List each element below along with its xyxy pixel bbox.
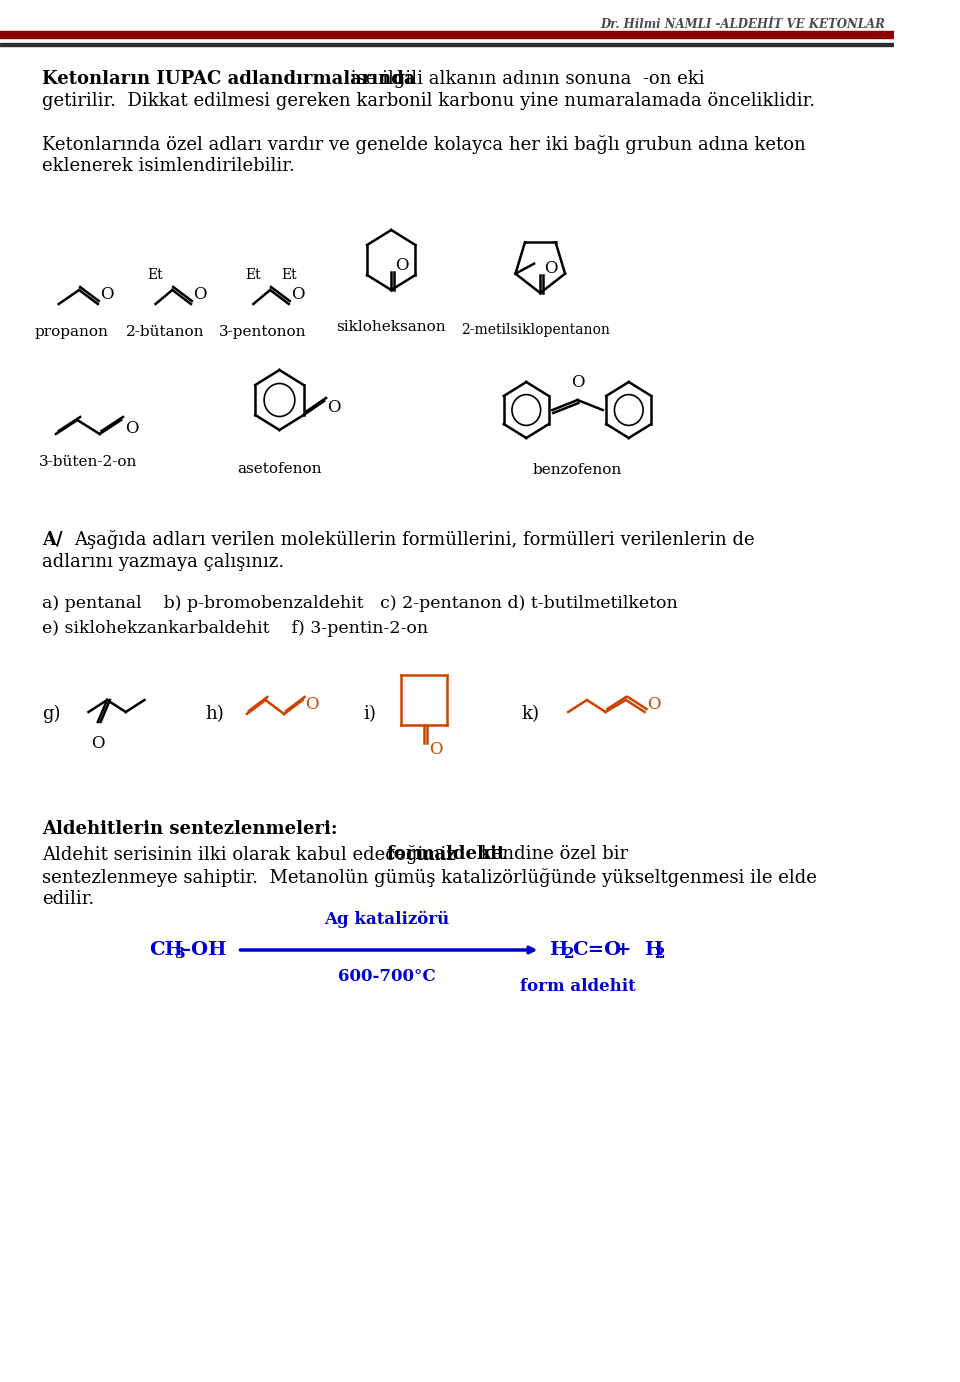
Text: O: O	[544, 260, 558, 276]
Text: 3-pentonon: 3-pentonon	[219, 325, 306, 339]
Text: Aşağıda adları verilen moleküllerin formüllerini, formülleri verilenlerin de: Aşağıda adları verilen moleküllerin form…	[75, 531, 756, 549]
Text: sentezlenmeye sahiptir.  Metanolün gümüş katalizörlüğünde yükseltgenmesi ile eld: sentezlenmeye sahiptir. Metanolün gümüş …	[42, 868, 817, 887]
Text: O: O	[100, 286, 113, 303]
Text: propanon: propanon	[35, 325, 108, 339]
Text: kendine özel bir: kendine özel bir	[475, 844, 628, 862]
Text: k): k)	[521, 705, 540, 723]
Text: e) siklohekzankarbaldehit    f) 3-pentin-2-on: e) siklohekzankarbaldehit f) 3-pentin-2-…	[42, 621, 428, 637]
Text: 3: 3	[175, 947, 185, 960]
Text: O: O	[193, 286, 206, 303]
Text: 2-metilsiklopentanon: 2-metilsiklopentanon	[461, 323, 610, 337]
Text: +  H: + H	[614, 941, 663, 959]
Text: O: O	[647, 695, 660, 713]
Text: Et: Et	[281, 268, 297, 282]
Text: benzofenon: benzofenon	[533, 463, 622, 477]
Text: edilir.: edilir.	[42, 890, 94, 908]
Text: Ag katalizörü: Ag katalizörü	[324, 911, 449, 927]
Text: getirilir.  Dikkat edilmesi gereken karbonil karbonu yine numaralamada öncelikli: getirilir. Dikkat edilmesi gereken karbo…	[42, 93, 815, 111]
Text: Ketonların IUPAC adlandırmalarında: Ketonların IUPAC adlandırmalarında	[42, 70, 416, 88]
Text: CH: CH	[149, 941, 183, 959]
Text: O: O	[291, 286, 304, 303]
Bar	[0, 30, 895, 37]
Text: C=O: C=O	[572, 941, 621, 959]
Text: 600-700°C: 600-700°C	[338, 967, 436, 985]
Text: form aldehit: form aldehit	[519, 978, 636, 995]
Text: asetofenon: asetofenon	[237, 462, 322, 475]
Text: Aldehit serisinin ilki olarak kabul edeceğimiz: Aldehit serisinin ilki olarak kabul edec…	[42, 844, 462, 864]
Text: Aldehitlerin sentezlenmeleri:: Aldehitlerin sentezlenmeleri:	[42, 820, 337, 837]
Text: 2-bütanon: 2-bütanon	[126, 325, 204, 339]
Text: formaldehit: formaldehit	[387, 844, 506, 862]
Text: ise ilgili alkanın adının sonuna  -on eki: ise ilgili alkanın adının sonuna -on eki	[345, 70, 705, 88]
Text: O: O	[395, 257, 408, 274]
Text: O: O	[91, 735, 105, 752]
Text: 2: 2	[655, 947, 665, 960]
Text: a) pentanal    b) p-bromobenzaldehit   c) 2-pentanon d) t-butilmetilketon: a) pentanal b) p-bromobenzaldehit c) 2-p…	[42, 596, 678, 612]
Text: 2: 2	[564, 947, 574, 960]
Text: Et: Et	[246, 268, 261, 282]
Text: Et: Et	[148, 268, 163, 282]
Text: O: O	[125, 420, 138, 437]
Text: Ketonlarında özel adları vardır ve genelde kolayca her iki bağlı grubun adına ke: Ketonlarında özel adları vardır ve genel…	[42, 135, 805, 153]
Text: O: O	[571, 373, 585, 391]
Text: adlarını yazmaya çalışınız.: adlarını yazmaya çalışınız.	[42, 553, 284, 571]
Text: -OH: -OH	[182, 941, 226, 959]
Text: Dr. Hilmi NAMLI -ALDEHİT VE KETONLAR: Dr. Hilmi NAMLI -ALDEHİT VE KETONLAR	[600, 18, 885, 30]
Text: O: O	[327, 398, 341, 416]
Text: O: O	[305, 695, 319, 713]
Text: h): h)	[204, 705, 224, 723]
Text: eklenerek isimlendirilebilir.: eklenerek isimlendirilebilir.	[42, 158, 295, 176]
Text: O: O	[429, 741, 443, 757]
Bar	[0, 43, 895, 46]
Text: H: H	[549, 941, 568, 959]
Text: sikloheksanon: sikloheksanon	[336, 321, 446, 334]
Text: g): g)	[42, 705, 60, 723]
Text: i): i)	[363, 705, 376, 723]
Text: 3-büten-2-on: 3-büten-2-on	[39, 455, 137, 468]
Text: A/: A/	[42, 531, 62, 549]
